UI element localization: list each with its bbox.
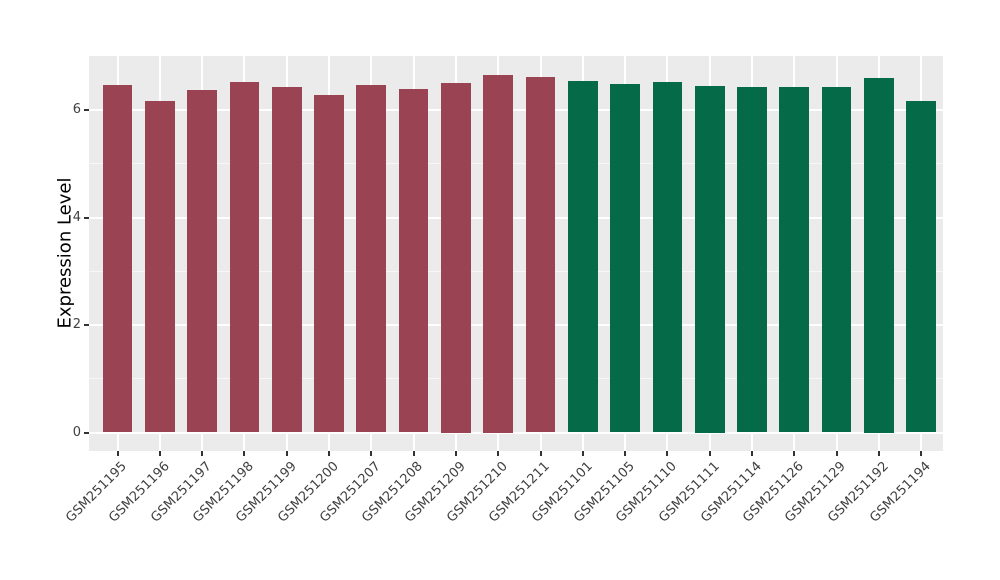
bar-GSM251197 — [187, 90, 217, 433]
y-axis-tick — [84, 109, 89, 111]
y-axis-title: Expression Level — [54, 177, 76, 329]
plot-panel — [89, 56, 943, 451]
y-tick-label: 4 — [72, 209, 81, 225]
y-axis-tick — [84, 431, 89, 434]
x-axis-tick — [539, 451, 542, 456]
bar-GSM251195 — [102, 84, 133, 433]
major-gridline — [89, 216, 943, 219]
bar-GSM251192 — [864, 77, 894, 433]
x-axis-tick — [370, 451, 373, 456]
x-axis-tick — [201, 451, 204, 456]
bar-GSM251200 — [314, 94, 344, 433]
major-gridline — [89, 324, 943, 326]
y-tick-label: 6 — [72, 102, 81, 117]
x-axis-tick — [581, 451, 584, 456]
bar-GSM251101 — [567, 80, 598, 433]
bar-GSM251198 — [229, 82, 260, 433]
bar-GSM251207 — [356, 85, 387, 433]
bar-GSM251196 — [144, 100, 175, 433]
x-axis-tick — [116, 451, 119, 456]
x-axis-tick — [877, 451, 880, 456]
bar-GSM251114 — [737, 87, 767, 433]
y-tick-label: 2 — [72, 317, 81, 332]
bar-GSM251126 — [779, 86, 810, 433]
bar-GSM251105 — [610, 83, 640, 433]
x-axis-tick — [793, 451, 796, 456]
bar-GSM251194 — [906, 100, 936, 433]
bar-GSM251110 — [652, 81, 683, 433]
x-axis-tick — [243, 451, 246, 456]
bar-GSM251210 — [483, 75, 513, 433]
major-gridline — [89, 109, 943, 111]
x-axis-tick — [751, 451, 753, 456]
x-axis-tick — [454, 451, 457, 456]
x-axis-tick — [497, 451, 500, 456]
x-axis-tick — [624, 451, 627, 456]
major-gridline — [89, 431, 943, 434]
y-tick-label: 0 — [72, 424, 81, 440]
bar-GSM251111 — [694, 85, 725, 433]
x-axis-tick — [835, 451, 838, 456]
y-axis-tick — [84, 324, 89, 326]
minor-gridline — [89, 378, 943, 380]
x-axis-tick — [708, 451, 711, 456]
x-axis-tick — [412, 451, 415, 456]
bar-GSM251199 — [271, 86, 302, 433]
x-axis-tick — [666, 451, 669, 456]
bar-GSM251129 — [821, 86, 852, 433]
x-axis-tick — [328, 451, 330, 456]
minor-gridline — [89, 270, 943, 272]
x-axis-tick — [920, 451, 923, 456]
bar-GSM251208 — [398, 89, 429, 433]
minor-gridline — [89, 163, 943, 165]
x-axis-tick — [285, 451, 288, 456]
x-axis-tick — [158, 451, 161, 456]
y-axis-tick — [84, 216, 89, 219]
bar-GSM251209 — [441, 83, 471, 433]
bar-GSM251211 — [525, 77, 556, 433]
